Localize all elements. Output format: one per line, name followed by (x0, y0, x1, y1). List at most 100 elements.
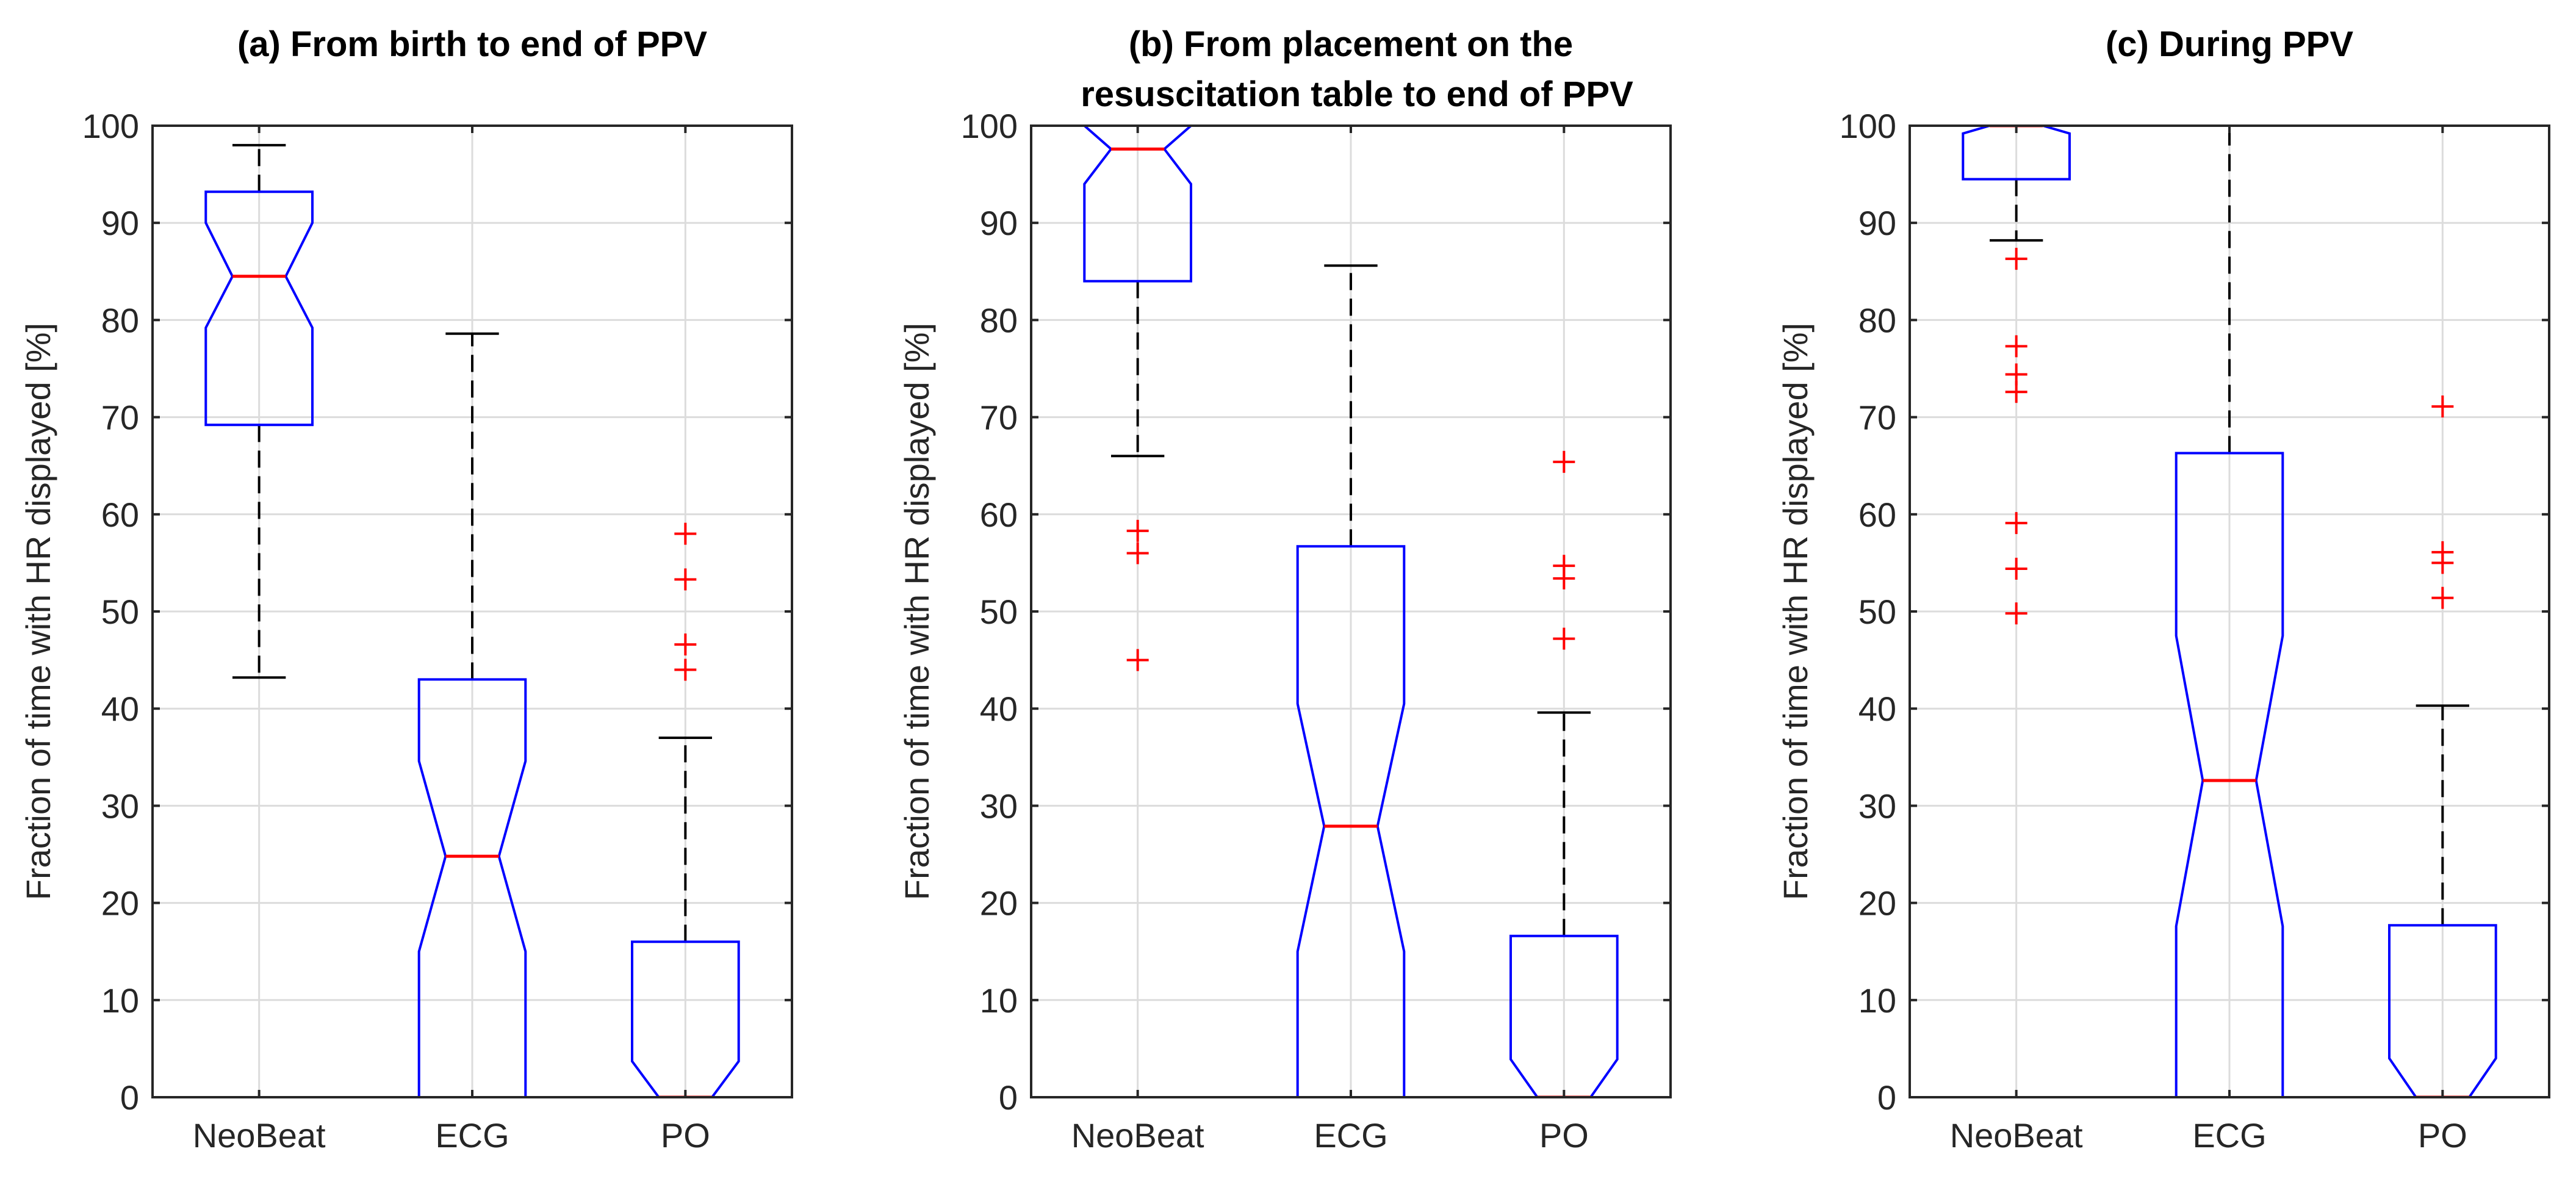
outlier-marker (2431, 541, 2454, 563)
y-tick-label: 10 (101, 981, 139, 1020)
box-outline (1509, 934, 1619, 1097)
outlier-marker (2005, 602, 2027, 625)
y-tick-label: 80 (101, 301, 139, 339)
chart-panel-2: 0 10 20 30 40 50 60 70 80 90 100 NeoBeat ECG PO Fracti… (898, 24, 1672, 1155)
box-outline (631, 940, 740, 1097)
gridlines (1031, 124, 1671, 1098)
box-outline (417, 678, 527, 1097)
y-tick-label: 10 (980, 981, 1018, 1020)
box-neobeat (204, 143, 314, 679)
y-tick-label: 20 (980, 884, 1018, 923)
y-tick-label: 50 (101, 593, 139, 631)
outlier-marker (2431, 586, 2454, 609)
outlier-marker (674, 658, 697, 681)
x-axis: NeoBeat ECG PO (1071, 126, 1589, 1155)
data-marks (1962, 126, 2497, 1097)
chart-title: (a) From birth to end of PPV (237, 24, 707, 64)
x-tick-label: ECG (435, 1116, 509, 1155)
outlier-marker (1126, 649, 1149, 671)
y-tick-label: 30 (1858, 787, 1896, 825)
x-tick-label: NeoBeat (1950, 1116, 2083, 1155)
y-axis-label: Fraction of time with HR displayed [%] (1776, 323, 1815, 900)
y-tick-label: 20 (1858, 884, 1896, 923)
x-axis: NeoBeat ECG PO (193, 126, 710, 1155)
box-outline (1962, 126, 2071, 181)
box-po (2388, 395, 2497, 1097)
y-tick-label: 90 (1858, 204, 1896, 242)
y-tick-label: 40 (1858, 690, 1896, 728)
box-outline (2388, 924, 2497, 1097)
box-po (631, 522, 740, 1097)
outlier-marker (1126, 542, 1149, 564)
y-tick-label: 60 (101, 496, 139, 534)
data-marks (204, 143, 740, 1097)
x-tick-label: NeoBeat (193, 1116, 326, 1155)
y-axis: 0 10 20 30 40 50 60 70 80 90 100 (961, 107, 1671, 1117)
y-tick-label: 0 (120, 1078, 139, 1117)
chart-title: (c) During PPV (2106, 24, 2353, 64)
x-tick-label: PO (661, 1116, 710, 1155)
outlier-marker (1553, 555, 1575, 577)
box-outline (1082, 126, 1193, 283)
box-ecg (417, 332, 527, 1097)
outlier-marker (1126, 519, 1149, 542)
x-axis: NeoBeat ECG PO (1950, 126, 2467, 1155)
outlier-marker (1553, 627, 1575, 650)
box-outline (2175, 452, 2284, 1097)
y-tick-label: 60 (980, 496, 1018, 534)
x-tick-label: ECG (2192, 1116, 2266, 1155)
y-tick-label: 90 (101, 204, 139, 242)
box-outline (1296, 545, 1406, 1097)
y-tick-label: 30 (980, 787, 1018, 825)
y-tick-label: 30 (101, 787, 139, 825)
box-ecg (1296, 264, 1406, 1097)
outlier-marker (2005, 335, 2027, 358)
box-neobeat (1082, 126, 1193, 671)
y-tick-label: 50 (980, 593, 1018, 631)
y-tick-label: 80 (1858, 301, 1896, 339)
y-tick-label: 70 (101, 398, 139, 437)
y-tick-label: 100 (961, 107, 1018, 145)
box-ecg (2175, 126, 2284, 1097)
outlier-marker (674, 522, 697, 545)
box-outline (204, 190, 314, 427)
chart-panel-3: 0 10 20 30 40 50 60 70 80 90 100 NeoBeat ECG PO Fracti… (1776, 24, 2550, 1155)
y-axis: 0 10 20 30 40 50 60 70 80 90 100 (82, 107, 792, 1117)
y-axis-label: Fraction of time with HR displayed [%] (19, 323, 57, 900)
y-tick-label: 0 (999, 1078, 1018, 1117)
box-po (1509, 450, 1619, 1097)
y-axis: 0 10 20 30 40 50 60 70 80 90 100 (1840, 107, 2549, 1117)
outlier-marker (674, 633, 697, 656)
chart-title: resuscitation table to end of PPV (1081, 74, 1633, 114)
outlier-marker (2431, 395, 2454, 418)
y-tick-label: 100 (1840, 107, 1896, 145)
y-tick-label: 90 (980, 204, 1018, 242)
y-tick-label: 10 (1858, 981, 1896, 1020)
chart-title: (b) From placement on the (1129, 24, 1573, 64)
y-tick-label: 40 (980, 690, 1018, 728)
y-tick-label: 100 (82, 107, 139, 145)
box-neobeat (1962, 126, 2071, 625)
y-tick-label: 50 (1858, 593, 1896, 631)
x-tick-label: PO (2418, 1116, 2467, 1155)
y-axis-label: Fraction of time with HR displayed [%] (898, 323, 936, 900)
y-tick-label: 20 (101, 884, 139, 923)
y-tick-label: 70 (1858, 398, 1896, 437)
y-tick-label: 40 (101, 690, 139, 728)
x-tick-label: NeoBeat (1071, 1116, 1204, 1155)
outlier-marker (2005, 512, 2027, 535)
outlier-marker (1553, 450, 1575, 473)
x-tick-label: PO (1539, 1116, 1589, 1155)
y-tick-label: 80 (980, 301, 1018, 339)
x-tick-label: ECG (1314, 1116, 1387, 1155)
outlier-marker (2005, 557, 2027, 580)
chart-panel-1: 0 10 20 30 40 50 60 70 80 90 100 NeoBeat ECG PO Fracti… (19, 24, 793, 1155)
y-tick-label: 60 (1858, 496, 1896, 534)
y-tick-label: 0 (1877, 1078, 1896, 1117)
data-marks (1082, 126, 1619, 1097)
outlier-marker (2005, 363, 2027, 386)
y-tick-label: 70 (980, 398, 1018, 437)
outlier-marker (2005, 248, 2027, 270)
outlier-marker (674, 568, 697, 591)
